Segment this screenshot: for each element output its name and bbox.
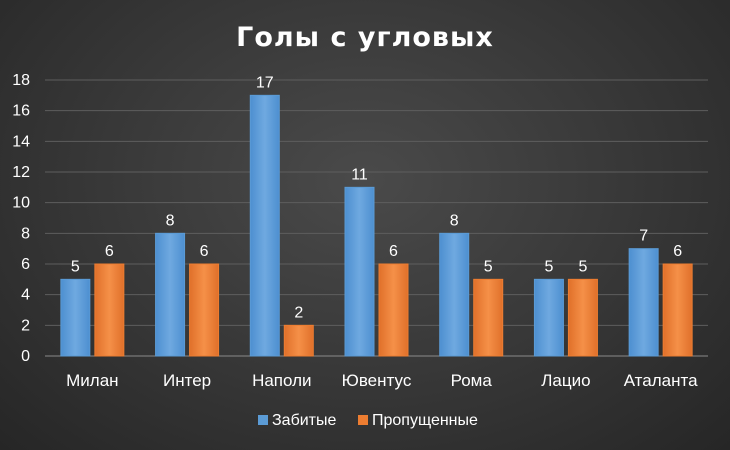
bar-scored [439,232,470,357]
category-label: Наполи [252,371,311,390]
data-label: 5 [578,258,587,275]
category-label: Лацио [541,371,590,390]
category-label: Милан [66,371,118,390]
data-label: 2 [294,304,303,321]
category-label: Рома [451,371,493,390]
data-label: 6 [389,243,398,260]
data-label: 8 [450,212,459,229]
y-axis-ticks: 0 2 4 6 8 10 12 14 16 18 [12,72,30,365]
y-tick-label: 2 [21,317,30,334]
bar-conceded [473,278,504,357]
legend-swatch [358,415,368,425]
category-label: Ювентус [342,371,412,390]
bar-conceded [189,263,220,357]
y-tick-label: 16 [12,103,30,120]
y-tick-label: 10 [12,195,30,212]
data-label: 6 [673,243,682,260]
legend-label: Забитые [272,412,336,429]
data-label: 6 [105,243,114,260]
bar-scored [628,248,659,357]
data-label: 5 [484,258,493,275]
bar-conceded [378,263,409,357]
category-label: Интер [163,371,211,390]
legend-label: Пропущенные [372,412,478,429]
bar-scored [344,186,375,357]
bar-scored [60,278,91,357]
y-tick-label: 14 [12,133,30,150]
data-label: 17 [256,74,274,91]
y-tick-label: 6 [21,256,30,273]
bar-conceded [94,263,125,357]
y-tick-label: 4 [21,287,30,304]
data-labels: 5 6 8 6 17 2 11 6 8 5 5 5 7 6 [71,74,682,321]
data-label: 7 [639,228,648,245]
chart-title: Голы с угловых [236,22,494,53]
x-axis-categories: Милан Интер Наполи Ювентус Рома Лацио Аталанта [66,371,698,390]
y-tick-label: 18 [12,72,30,89]
y-tick-label: 12 [12,164,30,181]
bars [60,94,693,357]
bar-scored [533,278,564,357]
bar-conceded [283,324,314,357]
y-tick-label: 8 [21,225,30,242]
data-label: 5 [71,258,80,275]
bar-scored [249,94,280,357]
legend-swatch [258,415,268,425]
bar-conceded [662,263,693,357]
legend: Забитые Пропущенные [258,412,478,429]
gridlines [45,79,708,357]
bar-scored [155,232,186,357]
data-label: 6 [200,243,209,260]
data-label: 11 [351,166,368,183]
category-label: Аталанта [624,371,698,390]
data-label: 8 [166,212,175,229]
y-tick-label: 0 [21,348,30,365]
bar-conceded [567,278,598,357]
data-label: 5 [544,258,553,275]
